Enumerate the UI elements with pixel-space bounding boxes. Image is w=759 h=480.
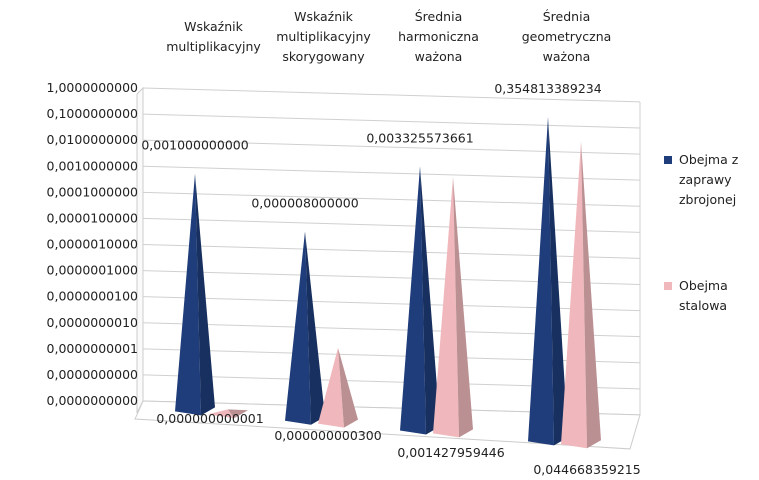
legend-swatch xyxy=(664,282,672,290)
pyramid-front xyxy=(318,347,344,428)
grid-line xyxy=(142,296,641,312)
value-label: 0,354813389234 xyxy=(494,81,601,96)
pyramid-front xyxy=(285,231,311,425)
y-tick-label: 0,0000000010 xyxy=(47,315,139,330)
value-label: 0,000008000000 xyxy=(251,195,358,210)
y-tick-label: 0,0000001000 xyxy=(47,263,139,278)
value-label: 0,044668359215 xyxy=(533,462,640,477)
pyramid xyxy=(285,231,325,425)
pyramid xyxy=(561,141,601,449)
grid-line xyxy=(142,217,641,233)
category-label: Średnia harmoniczna ważona xyxy=(398,9,479,64)
pyramid-front xyxy=(208,409,234,419)
grid-line xyxy=(142,191,641,207)
pyramid xyxy=(175,173,215,416)
pyramid-front xyxy=(175,173,201,416)
y-tick-label: 0,0000000000 xyxy=(47,367,139,382)
y-tick-label: 0,0000010000 xyxy=(47,237,139,252)
y-tick-label: 1,0000000000 xyxy=(47,80,139,95)
legend-item: Obejma stalowa xyxy=(664,276,759,316)
pyramid-side xyxy=(228,409,248,419)
legend-swatch xyxy=(664,156,672,164)
pyramid-front xyxy=(561,141,587,449)
pyramid xyxy=(433,176,473,438)
pyramid-side xyxy=(305,231,325,425)
pyramid-front xyxy=(433,176,459,438)
value-label: 0,001000000000 xyxy=(141,138,248,153)
category-label: Wskaźnik multiplikacyjny xyxy=(166,19,261,54)
grid-line xyxy=(142,87,641,103)
value-label: 0,003325573661 xyxy=(366,130,473,145)
y-tick-label: 0,0001000000 xyxy=(47,184,139,199)
legend-label: Obejma stalowa xyxy=(679,278,728,313)
category-label: Średnia geometryczna ważona xyxy=(521,9,612,64)
grid-line xyxy=(142,270,641,285)
pyramid-side xyxy=(453,176,473,438)
pyramid-front xyxy=(400,166,426,435)
pyramid-side xyxy=(581,141,601,449)
pyramid-side xyxy=(548,117,568,446)
value-label: 0,001427959446 xyxy=(397,445,504,460)
y-tick-label: 0,0000000001 xyxy=(47,341,138,356)
pyramid xyxy=(208,409,248,419)
grid-line xyxy=(142,165,641,181)
pyramid xyxy=(318,347,358,428)
pyramid-side xyxy=(420,166,440,435)
grid-line xyxy=(142,113,641,129)
grid-line xyxy=(142,322,641,338)
y-tick-label: 0,1000000000 xyxy=(47,106,139,121)
pyramid-side xyxy=(338,347,358,428)
value-label: 0,000000000001 xyxy=(156,411,263,426)
pyramid-front xyxy=(528,117,554,446)
grid-line xyxy=(142,139,641,155)
floor xyxy=(134,400,641,450)
grid-line xyxy=(142,244,641,259)
pyramid xyxy=(528,117,568,446)
pyramid-side xyxy=(195,173,215,416)
category-label: Wskaźnik multiplikacyjny skorygowany xyxy=(276,9,371,64)
y-tick-label: 0,0000000100 xyxy=(47,289,139,304)
y-tick-label: 0,0100000000 xyxy=(47,132,139,147)
legend-label: Obejma z zaprawy zbrojonej xyxy=(679,152,739,207)
y-tick-label: 0,0000000000 xyxy=(47,393,139,408)
pyramid xyxy=(400,166,440,435)
value-label: 0,000000000300 xyxy=(274,428,381,443)
grid-line xyxy=(142,348,641,364)
y-tick-label: 0,0010000000 xyxy=(47,158,139,173)
y-tick-label: 0,0000100000 xyxy=(47,210,139,225)
legend-item: Obejma z zaprawy zbrojonej xyxy=(664,150,759,210)
